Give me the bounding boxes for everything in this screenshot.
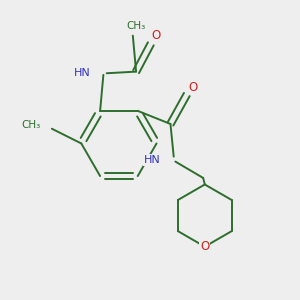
Text: CH₃: CH₃ (21, 121, 40, 130)
Text: O: O (188, 82, 197, 94)
Text: CH₃: CH₃ (127, 21, 146, 31)
Text: O: O (200, 240, 209, 253)
Text: HN: HN (74, 68, 90, 78)
Text: HN: HN (144, 155, 160, 165)
Text: O: O (151, 29, 160, 42)
